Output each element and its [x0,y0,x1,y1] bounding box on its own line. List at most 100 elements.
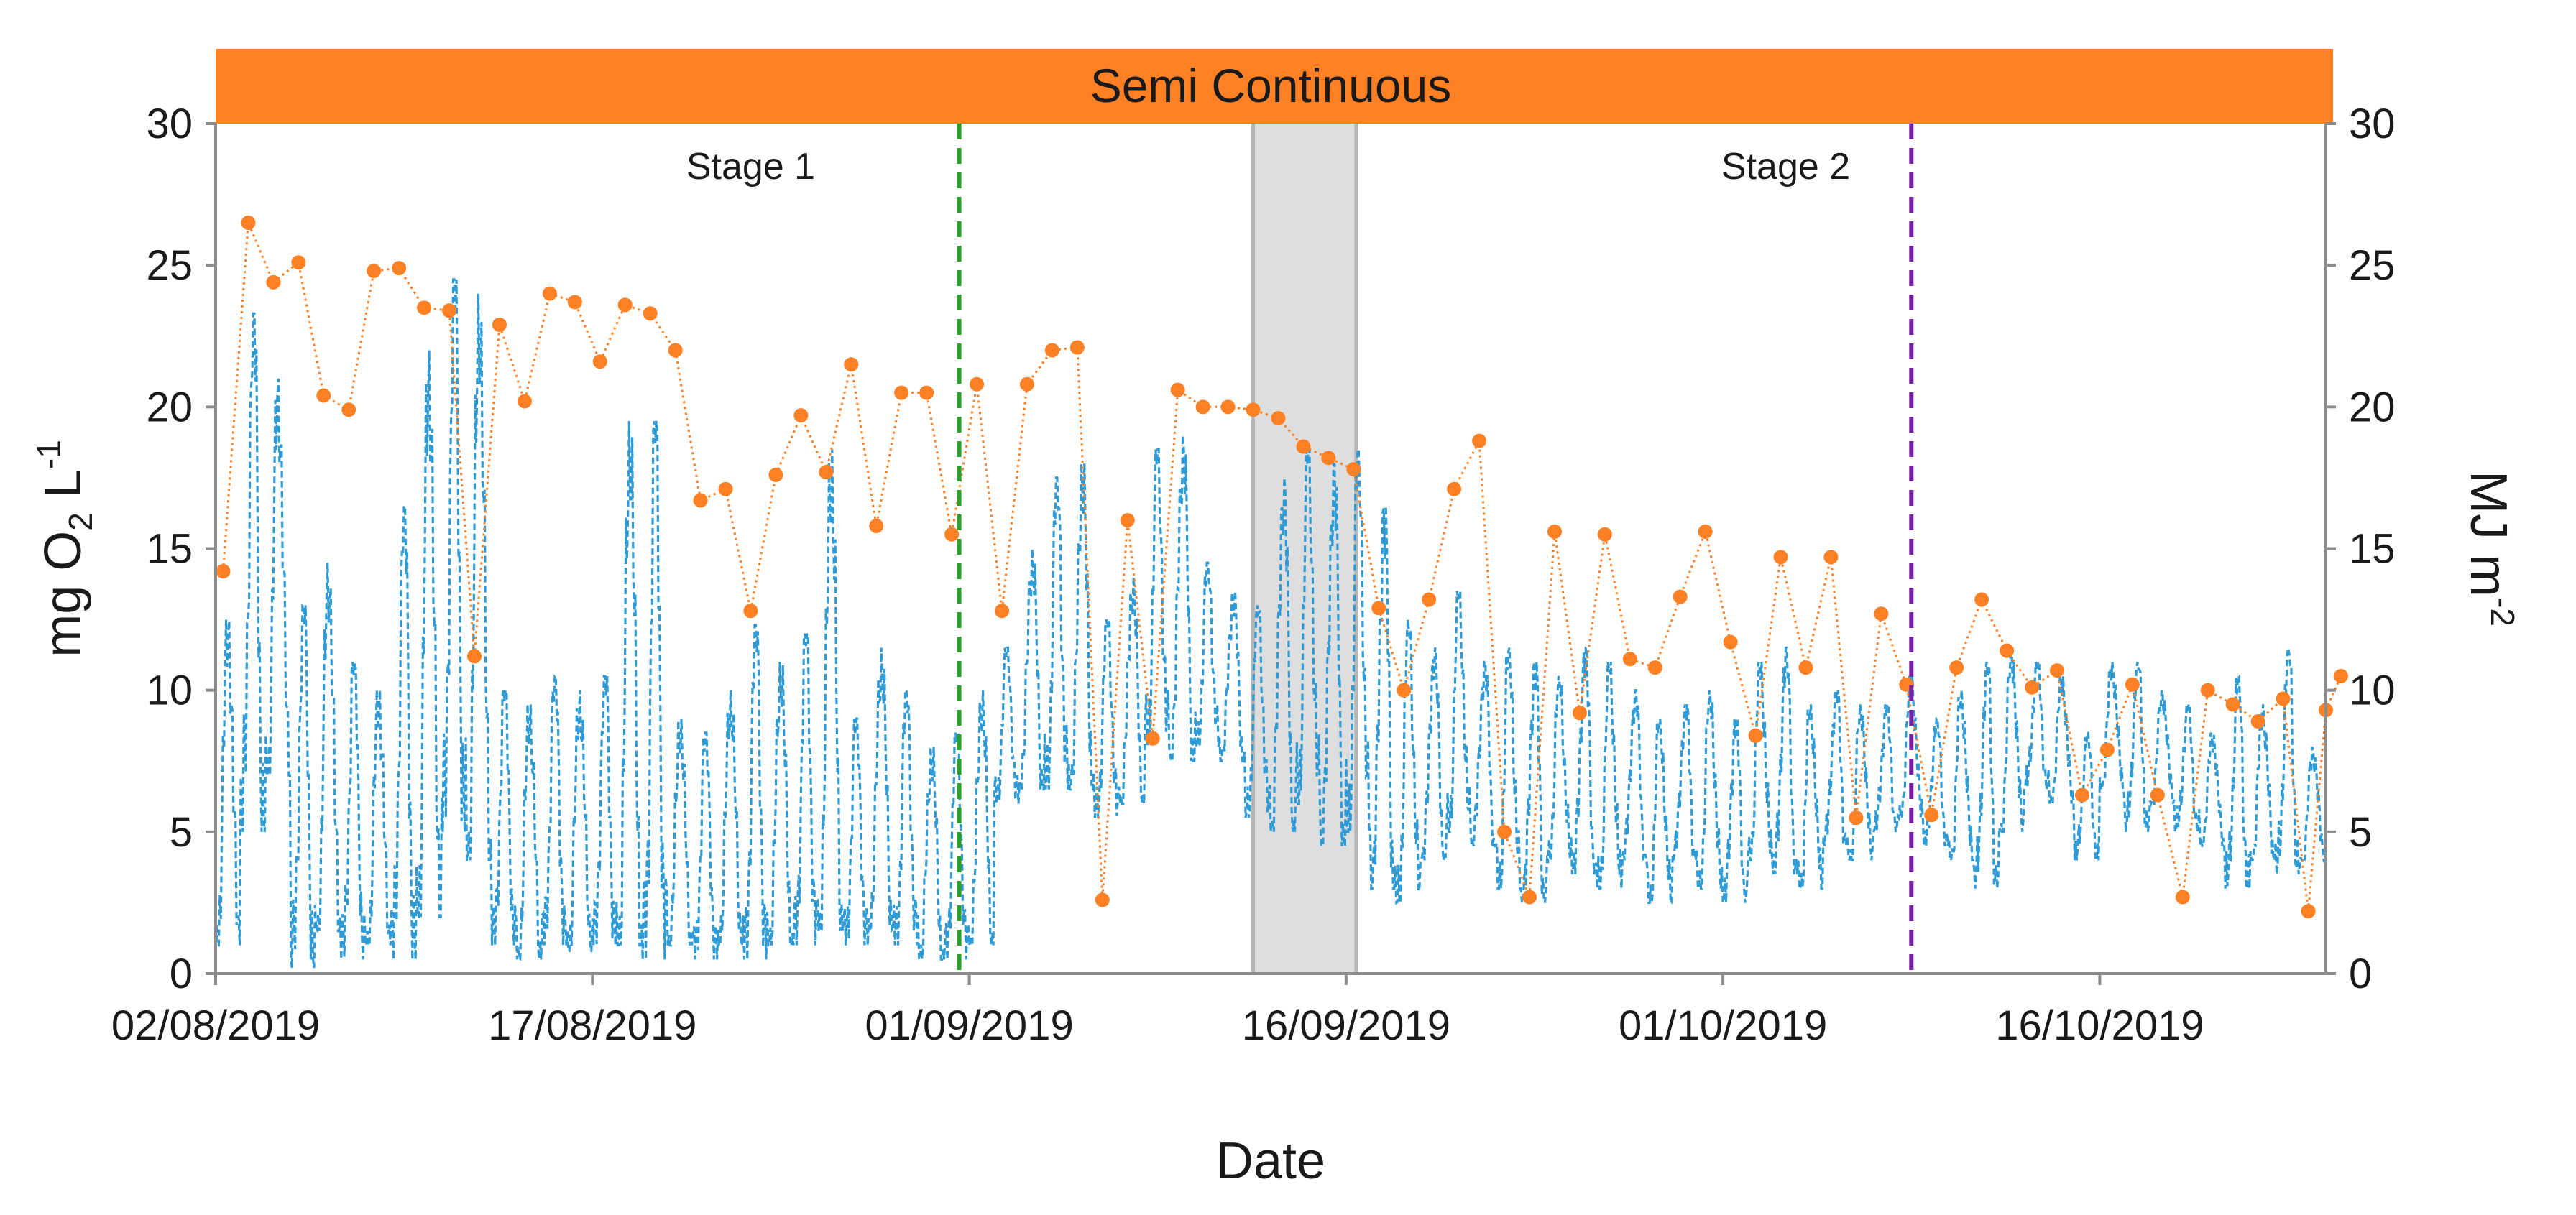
dissolved-oxygen-series [214,278,2326,969]
dissolved-oxygen-line [214,278,2326,969]
solar-point [1748,728,1763,743]
solar-point [768,467,783,482]
solar-point [1974,592,1990,607]
solar-point [1698,524,1713,539]
y-tick-label-left: 0 [170,951,193,997]
solar-point [367,264,382,279]
solar-point [869,518,884,533]
solar-point [1246,402,1261,417]
y-tick-label-right: 25 [2349,242,2396,289]
banner [216,49,2333,124]
solar-point [643,306,658,321]
solar-point [1397,683,1412,698]
solar-point [1673,589,1688,604]
solar-point [2225,697,2240,712]
stage-lines [957,124,1914,974]
solar-point [1597,527,1612,542]
solar-point [241,216,256,231]
solar-point [1095,892,1110,907]
solar-point [2301,904,2316,919]
y-tick-label-left: 25 [146,242,193,289]
solar-point [844,357,859,372]
y-tick-label-left: 30 [146,101,193,147]
solar-point [1145,731,1160,746]
solar-point [1547,524,1562,539]
solar-point [1949,660,1964,675]
x-tick-label: 02/08/2019 [111,1002,320,1049]
stage-label-2: Stage 2 [1721,146,1850,188]
solar-point [1195,399,1210,415]
solar-point [1321,451,1336,466]
solar-point [392,261,407,276]
y-tick-label-left: 15 [146,526,193,573]
x-tick-label: 01/09/2019 [865,1002,1073,1049]
y-tick-label-right: 20 [2349,384,2396,430]
solar-radiation-series [216,216,2348,919]
solar-point [1472,433,1487,448]
y-tick-label-left: 20 [146,384,193,430]
solar-point [1572,706,1587,721]
solar-point [1422,592,1437,607]
y-tick-label-right: 30 [2349,101,2396,147]
solar-point [492,317,507,332]
solar-point [2175,890,2190,905]
y-tick-label-right: 10 [2349,667,2396,714]
solar-point [919,385,934,400]
solar-point [2074,787,2089,803]
solar-point [341,402,356,417]
solar-point [316,388,331,403]
solar-point [1070,340,1085,355]
solar-point [2333,668,2348,683]
y-axis-title-left: mg O2 L-1 [30,440,99,657]
solar-point [743,604,758,619]
solar-point [1447,481,1462,496]
solar-point [266,274,281,290]
solar-point [2000,643,2015,658]
solar-point [442,303,457,318]
solar-point [2200,683,2215,698]
solar-point [894,385,909,400]
solar-point [2250,714,2266,729]
solar-point [1798,660,1813,675]
solar-point [1522,890,1537,905]
solar-point [995,604,1010,619]
solar-point [1170,382,1185,397]
solar-point [970,376,985,392]
y-tick-label-right: 15 [2349,526,2396,573]
solar-point [2025,680,2040,695]
solar-point [1773,550,1788,565]
y-tick-label-left: 10 [146,667,193,714]
y-tick-label-right: 0 [2349,951,2372,997]
banner-title: Semi Continuous [1090,59,1452,112]
solar-point [467,649,482,664]
solar-point [1647,660,1662,675]
stage-label-1: Stage 1 [686,146,815,188]
solar-point [944,527,960,542]
solar-point [216,564,231,579]
solar-point [417,300,432,315]
solar-point [291,255,306,270]
x-tick-label: 16/09/2019 [1242,1002,1450,1049]
solar-point [718,481,733,496]
solar-point [2150,787,2165,803]
y-axis-title-right: MJ m-2 [2460,471,2521,627]
x-tick-label: 01/10/2019 [1619,1002,1827,1049]
solar-point [668,343,683,358]
solar-point [1346,462,1361,477]
solar-point [1296,439,1311,454]
x-axis-title: Date [1216,1132,1325,1190]
x-tick-label: 16/10/2019 [1995,1002,2204,1049]
solar-point [542,286,557,301]
solar-point [1044,343,1059,358]
solar-point [1622,652,1637,667]
y-tick-label-left: 5 [170,809,193,856]
solar-point [1874,606,1889,622]
solar-point [592,354,607,369]
solar-point [517,394,532,409]
solar-point [1924,808,1939,823]
y-tick-label-right: 5 [2349,809,2372,856]
solar-point [1120,513,1135,528]
solar-point [1849,810,1864,826]
solar-point [2125,677,2140,692]
